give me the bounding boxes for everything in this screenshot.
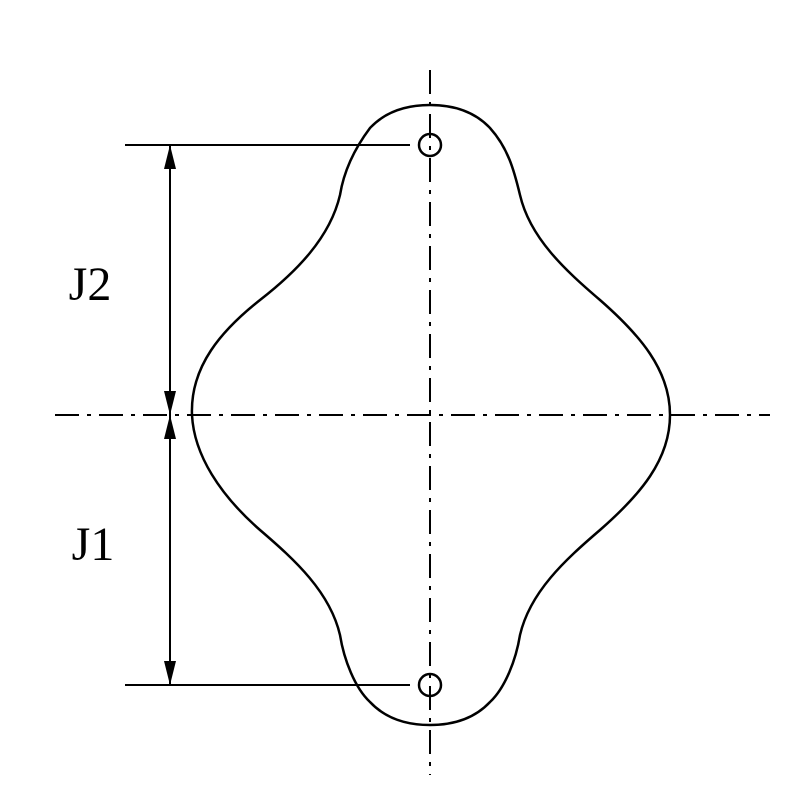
dimension-j2	[125, 145, 410, 415]
j1-label: J1	[72, 518, 115, 571]
dimension-j1	[125, 415, 410, 685]
engineering-diagram: J2 J1	[0, 0, 800, 800]
j2-label: J2	[69, 258, 112, 311]
